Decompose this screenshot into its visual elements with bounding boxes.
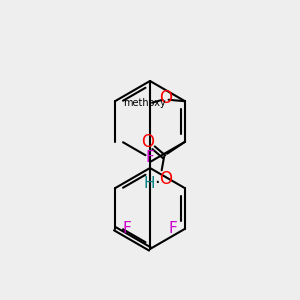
Text: O: O: [159, 170, 172, 188]
Text: O: O: [159, 89, 172, 107]
Text: F: F: [146, 150, 154, 165]
Text: H: H: [143, 176, 155, 191]
Text: ·: ·: [154, 174, 159, 192]
Text: F: F: [123, 221, 131, 236]
Text: O: O: [141, 133, 154, 151]
Text: F: F: [169, 221, 177, 236]
Text: methoxy: methoxy: [123, 98, 166, 108]
